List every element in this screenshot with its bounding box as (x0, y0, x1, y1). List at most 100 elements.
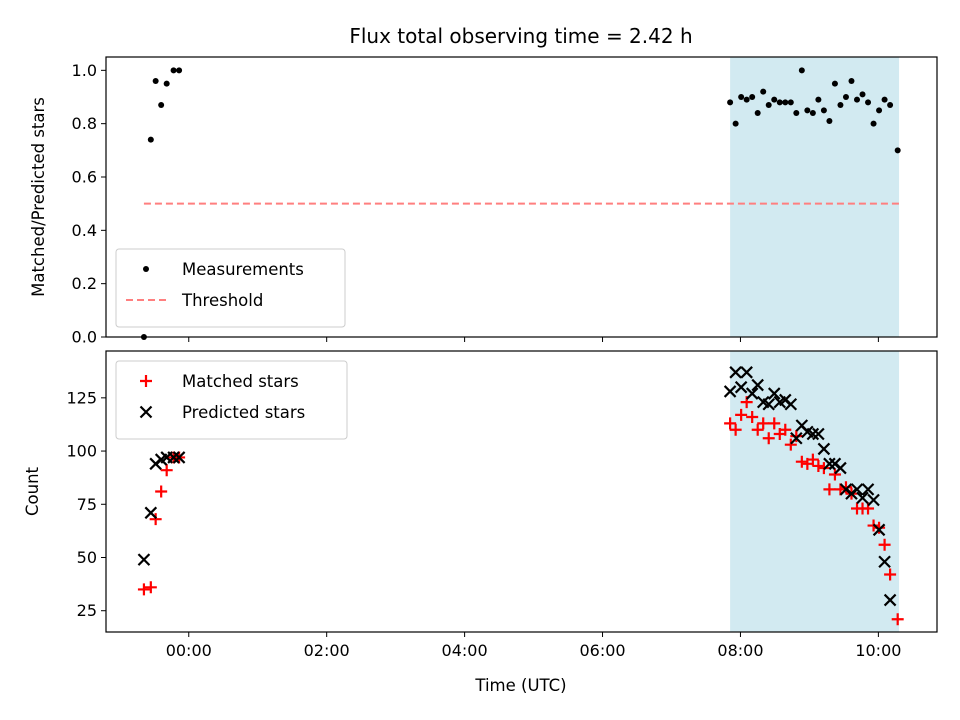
data-point (834, 461, 847, 475)
data-point (861, 483, 875, 496)
legend-swatch (139, 405, 153, 419)
legend-swatch (143, 266, 149, 272)
data-point (163, 80, 170, 87)
data-point (793, 110, 800, 116)
data-point (878, 538, 891, 551)
y-tick-label: 0.0 (72, 328, 97, 347)
data-point (784, 397, 798, 411)
data-point (751, 423, 764, 436)
data-point (856, 491, 869, 505)
data-point (740, 366, 753, 379)
data-point (724, 417, 737, 430)
y-tick-label: 100 (66, 442, 97, 461)
data-point (784, 438, 797, 451)
data-point (152, 78, 159, 84)
y-axis-label: Matched/Predicted stars (29, 97, 48, 297)
data-point (823, 457, 836, 471)
data-point (881, 96, 888, 103)
data-point (820, 107, 827, 114)
panel-1: 0.0 0.2 0.4 0.6 0.8 1.0 Matched/Predicted star… (29, 56, 938, 347)
data-point (749, 94, 756, 100)
data-point (878, 555, 891, 569)
data-point (158, 102, 165, 108)
legend: Measurements Threshold (115, 248, 346, 328)
data-point (729, 366, 742, 379)
x-axis-label: Time (UTC) (474, 676, 566, 695)
data-point (826, 118, 833, 124)
x-tick-label: 04:00 (442, 641, 488, 660)
data-point (172, 451, 186, 464)
data-point (872, 523, 886, 537)
y-tick-label: 0.4 (72, 221, 97, 240)
data-point (760, 88, 767, 95)
legend-label: Matched stars (182, 372, 299, 391)
data-point (867, 493, 880, 507)
chart-title: Flux total observing time = 2.42 h (349, 24, 692, 48)
data-point (735, 408, 748, 421)
data-point (727, 99, 734, 106)
data-point (798, 67, 805, 74)
x-tick-label: 02:00 (304, 641, 350, 660)
data-point (734, 380, 748, 394)
axes-frame (105, 350, 938, 633)
data-point (842, 94, 849, 100)
data-point (779, 423, 792, 436)
data-point (812, 459, 825, 472)
data-point (894, 147, 901, 154)
data-point (729, 423, 742, 436)
data-point (137, 583, 150, 596)
data-point (723, 385, 737, 398)
x-tick-label: 10:00 (855, 641, 901, 660)
data-point (767, 387, 781, 400)
panel-2: 00:00 02:00 04:00 06:00 08:00 10:00 25 50 75 100 1… (23, 350, 938, 660)
y-tick-label: 1.0 (72, 61, 97, 80)
data-point (806, 453, 819, 466)
data-point (837, 102, 844, 108)
panels: 0.0 0.2 0.4 0.6 0.8 1.0 Matched/Predicted star… (23, 56, 938, 660)
data-point (765, 102, 772, 108)
y-tick-label: 0.8 (72, 114, 97, 133)
series-predicted-stars (137, 366, 897, 607)
data-point (823, 483, 836, 496)
data-point (850, 483, 864, 496)
data-point (149, 513, 162, 526)
data-point (859, 91, 866, 98)
x-tick-label: 00:00 (166, 641, 212, 660)
data-point (790, 430, 803, 443)
data-point (738, 94, 745, 100)
data-point (848, 78, 855, 84)
legend-box (115, 248, 346, 328)
data-point (831, 80, 838, 87)
data-point (751, 378, 764, 392)
data-point (883, 593, 897, 607)
y-tick-label: 25 (77, 601, 97, 620)
data-point (170, 67, 177, 74)
data-point (745, 387, 759, 400)
data-point (762, 397, 776, 411)
data-point (155, 485, 168, 498)
data-point (790, 432, 803, 445)
x-tick-label: 08:00 (717, 641, 763, 660)
legend-box (115, 360, 348, 440)
data-point (828, 468, 841, 481)
y-axis-label: Count (23, 466, 42, 516)
data-point (176, 67, 183, 74)
data-point (876, 107, 883, 114)
series-measurements (140, 67, 901, 340)
data-point (812, 427, 825, 441)
legend: Matched stars Predicted stars (115, 360, 348, 440)
data-point (771, 96, 778, 103)
data-point (804, 107, 811, 114)
data-point (144, 581, 157, 594)
data-point (873, 521, 886, 534)
data-point (167, 451, 180, 464)
data-point (795, 455, 808, 468)
y-tick-label: 50 (77, 548, 97, 567)
data-point (776, 99, 783, 106)
data-point (870, 120, 877, 127)
data-point (768, 417, 781, 430)
data-point (137, 553, 151, 566)
y-tick-label: 75 (77, 495, 97, 514)
data-point (884, 568, 897, 581)
